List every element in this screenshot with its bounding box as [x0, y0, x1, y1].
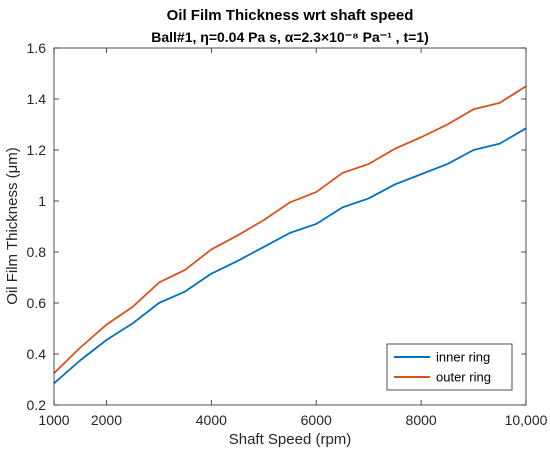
legend: inner ring outer ring — [386, 343, 513, 391]
y-tick-label: 0.2 — [27, 397, 47, 413]
y-tick-label: 0.6 — [27, 295, 47, 311]
legend-box — [386, 343, 513, 391]
series-layer — [53, 85, 527, 384]
series-line-inner-ring — [53, 127, 527, 384]
x-tick-label: 1000 — [38, 412, 69, 428]
x-tick-label: 6000 — [301, 412, 332, 428]
x-axis-label: Shaft Speed (rpm) — [229, 431, 352, 448]
y-tick-label: 0.4 — [27, 346, 47, 362]
y-tick-label: 0.8 — [27, 244, 47, 260]
y-tick-label: 1.2 — [27, 142, 47, 158]
legend-label-outer-ring: outer ring — [436, 370, 491, 385]
series-line-outer-ring — [53, 85, 527, 374]
x-tick-label: 8000 — [406, 412, 437, 428]
plot-frame — [53, 47, 527, 406]
x-tick-label: 2000 — [91, 412, 122, 428]
y-tick-label: 1 — [38, 193, 46, 209]
x-tick-label: 4000 — [196, 412, 227, 428]
chart-subtitle: Ball#1, η=0.04 Pa s, α=2.3×10⁻⁸ Pa⁻¹ , t… — [151, 29, 429, 45]
legend-label-inner-ring: inner ring — [436, 350, 490, 365]
axes-layer: 1000 2000 4000 6000 8000 10,000 0.2 0.4 0.6 0.8 1 1… — [27, 40, 548, 428]
x-tick-label: 10,000 — [505, 412, 548, 428]
y-axis-label: Oil Film Thickness (μm) — [4, 147, 21, 305]
y-tick-label: 1.6 — [27, 40, 47, 56]
y-tick-label: 1.4 — [27, 91, 47, 107]
chart-title: Oil Film Thickness wrt shaft speed — [167, 7, 414, 24]
